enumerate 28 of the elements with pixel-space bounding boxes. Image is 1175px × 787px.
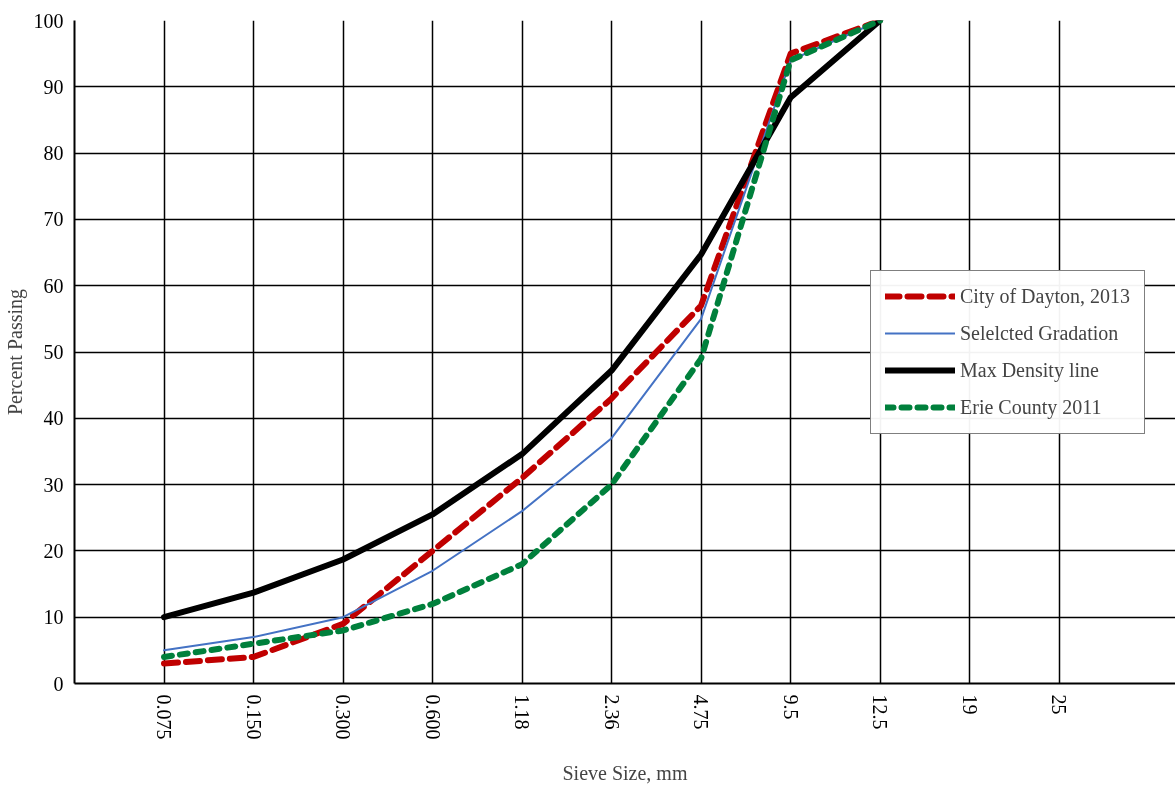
legend-label: Selelcted Gradation: [960, 321, 1119, 345]
x-tick-label: 0.075: [153, 694, 176, 740]
y-tick-label: 30: [43, 473, 64, 496]
legend-label: Max Density line: [960, 358, 1099, 382]
x-tick-label: 4.75: [690, 694, 713, 730]
x-tick-label: 12.5: [869, 694, 892, 730]
y-tick-label: 70: [43, 208, 64, 231]
x-axis-title: Sieve Size, mm: [562, 762, 688, 785]
y-tick-label: 50: [43, 341, 64, 363]
legend-label: City of Dayton, 2013: [960, 284, 1130, 308]
x-tick-label: 19: [958, 694, 981, 715]
x-tick-label: 1.18: [511, 694, 534, 730]
x-tick-label: 9.5: [779, 694, 802, 720]
legend-label: Erie County 2011: [960, 395, 1102, 419]
x-tick-label: 2.36: [600, 694, 623, 730]
x-tick-label: 25: [1048, 694, 1071, 715]
y-tick-label: 100: [33, 9, 64, 32]
y-tick-label: 0: [53, 672, 64, 695]
y-axis-title: Percent Passing: [3, 288, 27, 416]
y-tick-label: 90: [43, 75, 64, 98]
y-tick-label: 80: [43, 142, 64, 165]
y-tick-label: 10: [43, 606, 64, 629]
y-tick-label: 40: [43, 407, 64, 430]
x-tick-label: 0.600: [421, 694, 444, 740]
x-tick-label: 0.150: [242, 694, 265, 740]
x-tick-label: 0.300: [332, 694, 355, 740]
y-tick-label: 20: [43, 539, 64, 562]
y-tick-label: 60: [43, 274, 64, 297]
